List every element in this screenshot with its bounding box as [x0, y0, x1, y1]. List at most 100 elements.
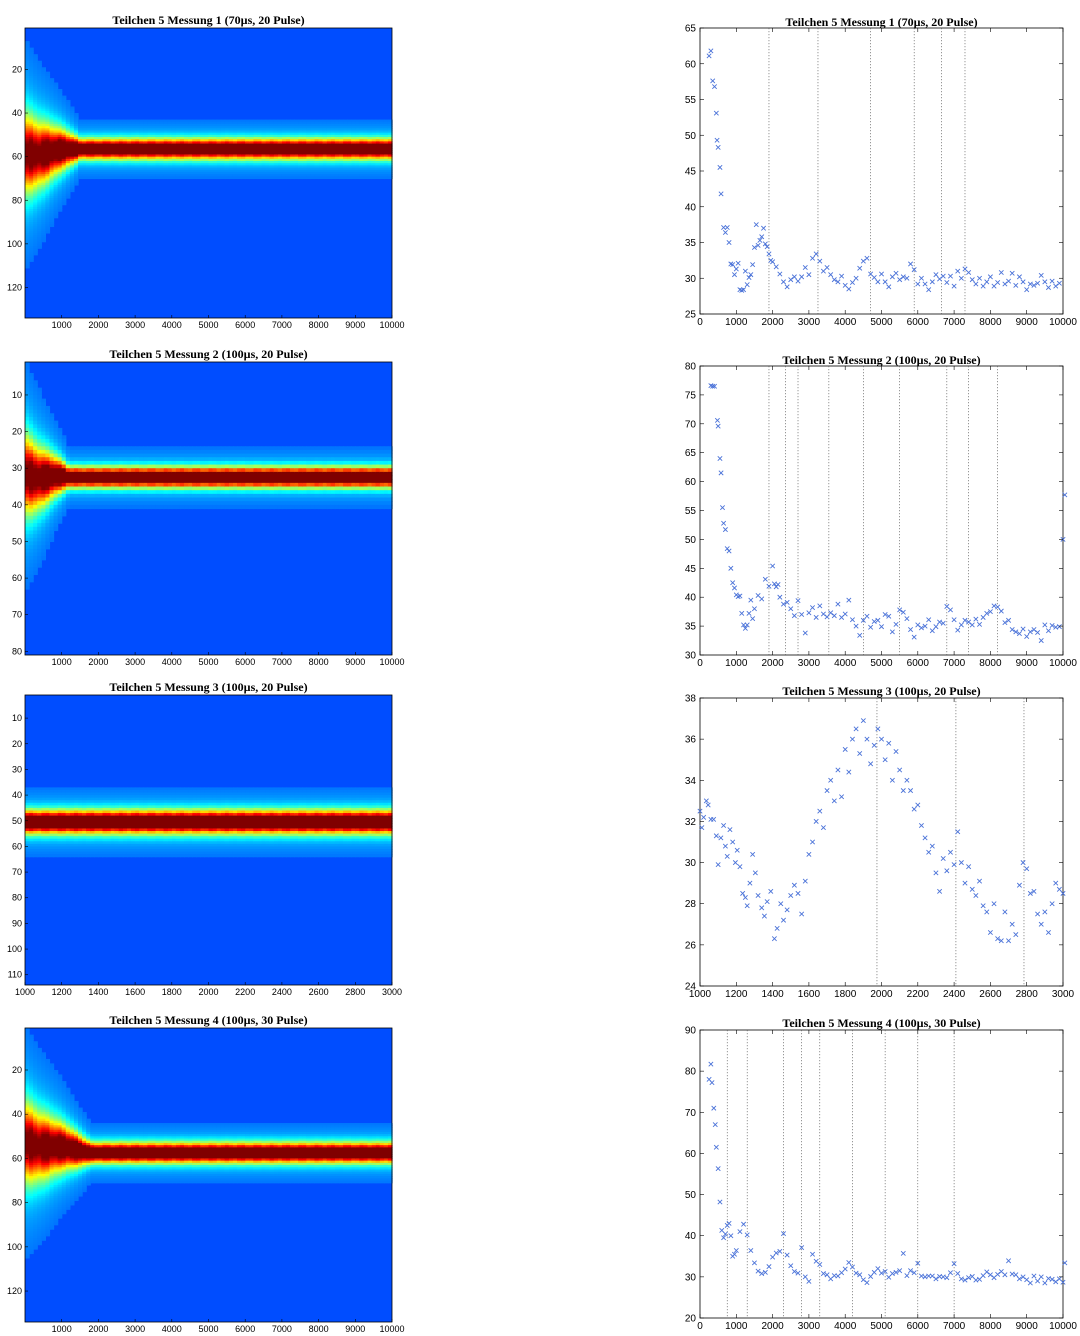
heatmap-cell [41, 115, 46, 118]
heatmap-cell [102, 123, 108, 127]
heatmap-cell [139, 137, 144, 140]
heatmap-cell [285, 446, 291, 451]
heatmap-cell [204, 156, 210, 160]
heatmap-cell [196, 453, 201, 458]
heatmap-cell [69, 158, 75, 162]
heatmap-cell [371, 156, 377, 160]
heatmap-cell [25, 398, 30, 403]
heatmap-cell [37, 512, 42, 517]
heatmap-cell [338, 154, 344, 158]
heatmap-cell [65, 184, 71, 188]
heatmap-cell [29, 89, 34, 92]
heatmap-cell [37, 102, 42, 105]
y-tick-label: 65 [685, 24, 697, 35]
heatmap-cell [237, 158, 242, 162]
heatmap-cell [285, 493, 291, 499]
heatmap-cell [78, 504, 83, 510]
heatmap-cell [383, 449, 389, 455]
heatmap-cell [37, 143, 42, 147]
heatmap-cell [29, 482, 34, 488]
heatmap-cell [78, 130, 83, 134]
heatmap-cell [347, 169, 352, 173]
heatmap-cell [277, 121, 283, 125]
data-point [1038, 272, 1044, 278]
heatmap-cell [306, 150, 312, 153]
heatmap-cell [204, 154, 210, 158]
heatmap-cell [212, 134, 218, 138]
heatmap-cell [37, 224, 42, 228]
heatmap-cell [379, 130, 385, 134]
heatmap-cell [175, 134, 181, 138]
heatmap-cell [171, 123, 177, 127]
heatmap-cell [65, 471, 71, 477]
heatmap-cell [155, 482, 161, 488]
heatmap-cell [29, 402, 34, 407]
heatmap-cell [232, 141, 238, 145]
heatmap-cell [65, 174, 71, 177]
heatmap-cell [90, 171, 95, 175]
heatmap-cell [65, 479, 71, 484]
heatmap-cell [29, 383, 34, 389]
heatmap-cell [139, 471, 144, 477]
heatmap-cell [196, 504, 201, 510]
heatmap-cell [73, 147, 79, 151]
heatmap-cell [212, 137, 218, 140]
heatmap-cell [41, 152, 46, 156]
heatmap-cell [37, 237, 42, 241]
heatmap-cell [135, 475, 140, 480]
heatmap-cell [290, 493, 295, 499]
heatmap-cell [334, 150, 340, 153]
heatmap-cell [118, 468, 124, 473]
heatmap-cell [151, 471, 157, 477]
data-point [777, 271, 783, 277]
heatmap-cell [65, 464, 71, 469]
heatmap-cell [367, 132, 373, 136]
heatmap-cell [25, 93, 30, 97]
heatmap-cell [25, 152, 30, 156]
heatmap-cell [37, 490, 42, 495]
heatmap-cell [212, 167, 218, 171]
heatmap-cell [302, 128, 307, 132]
heatmap-cell [90, 453, 95, 458]
heatmap-cell [90, 152, 95, 156]
heatmap-cell [188, 457, 193, 462]
heatmap-cell [179, 464, 185, 469]
heatmap-cell [208, 119, 214, 123]
heatmap-cell [147, 132, 153, 136]
heatmap-cell [114, 490, 120, 495]
heatmap-cell [29, 62, 34, 66]
heatmap-cell [298, 501, 303, 506]
heatmap-cell [330, 123, 336, 127]
heatmap-cell [163, 475, 169, 480]
heatmap-cell [135, 468, 140, 473]
heatmap-cell [387, 479, 393, 484]
heatmap-cell [196, 482, 201, 488]
heatmap-cell [131, 468, 136, 473]
heatmap-cell [281, 150, 287, 153]
heatmap-cell [265, 147, 271, 151]
heatmap-cell [294, 154, 299, 158]
heatmap-cell [273, 460, 279, 466]
heatmap-cell [290, 482, 295, 488]
heatmap-cell [45, 486, 51, 491]
heatmap-cell [29, 150, 34, 153]
heatmap-cell [253, 119, 259, 123]
heatmap-cell [257, 156, 263, 160]
heatmap-cell [241, 147, 246, 151]
heatmap-cell [196, 174, 201, 177]
heatmap-cell [379, 504, 385, 510]
heatmap-cell [33, 119, 38, 123]
heatmap-cell [228, 145, 234, 149]
heatmap-cell [78, 163, 83, 166]
heatmap-cell [208, 479, 214, 484]
heatmap-cell [261, 121, 267, 125]
heatmap-cell [45, 200, 51, 204]
heatmap-cell [334, 479, 340, 484]
heatmap-cell [212, 132, 218, 136]
heatmap-cell [192, 152, 197, 156]
heatmap-cell [41, 69, 46, 73]
heatmap-cell [355, 167, 360, 171]
heatmap-cell [155, 139, 161, 142]
heatmap-cell [367, 460, 373, 466]
heatmap-cell [73, 121, 79, 125]
